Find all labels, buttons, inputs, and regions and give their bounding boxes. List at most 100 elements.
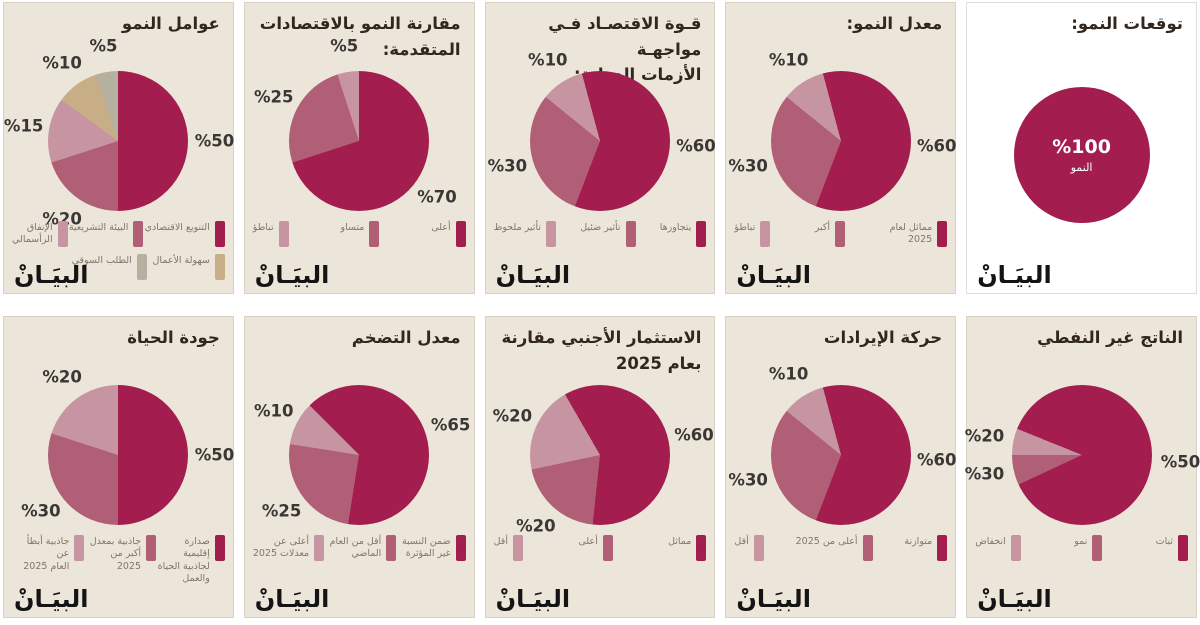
pie-percent-label: %65 <box>430 415 471 435</box>
legend-swatch <box>937 535 948 561</box>
legend-item: متساو <box>340 221 380 247</box>
pie-center-value: %100 <box>1052 136 1111 158</box>
pie-percent-label: %60 <box>917 136 957 156</box>
legend-item: أعلى <box>578 535 613 561</box>
pie-percent-label: %10 <box>528 50 568 70</box>
legend-label: جاذبية أبطأ عن العام 2025 <box>23 536 70 572</box>
pie-percent-label: %20 <box>42 209 82 229</box>
albayan-logo: البيَـانْ <box>14 585 89 613</box>
legend-row: مماثل أعلى أقل <box>494 535 707 561</box>
legend-swatch <box>696 221 707 247</box>
pie-percent-label: %25 <box>254 87 294 107</box>
legend-swatch <box>513 535 523 561</box>
pie-center-label: %100 النمو <box>1014 87 1150 223</box>
albayan-logo: البيَـانْ <box>977 585 1052 613</box>
legend-label: أعلى عن معدلات 2025 <box>252 536 310 560</box>
legend-row: أعلى متساو تباطؤ <box>253 221 466 247</box>
legend-row: سهولة الأعمال الطلب السوقي <box>72 254 225 280</box>
legend-swatch <box>862 535 873 561</box>
legend-item: يتجاوزها <box>660 221 707 247</box>
panel-growth-rate: معدل النمو: %60 %30 %10 مماثل لعام 2025 أكبر ت… <box>725 2 957 294</box>
legend: ثبات نمو انخفاض <box>975 535 1188 568</box>
legend-swatch <box>369 221 380 247</box>
legend-swatch <box>133 221 144 247</box>
legend-label: أقل <box>734 536 749 547</box>
pie-chart <box>529 71 670 211</box>
legend-swatch <box>214 221 225 247</box>
albayan-logo: البيَـانْ <box>736 261 811 289</box>
legend-label: سهولة الأعمال <box>152 255 210 266</box>
legend-row: يتجاوزها تأثير ضئيل تأثير ملحوظ <box>494 221 707 247</box>
legend-swatch <box>937 221 948 247</box>
pie-percent-label: %25 <box>261 501 302 521</box>
chart-title: معدل التضخم <box>351 328 461 347</box>
pie-percent-label: %15 <box>3 116 44 136</box>
pie-percent-label: %60 <box>674 425 714 445</box>
legend-item: نمو <box>1074 535 1103 561</box>
pie-percent-label: %10 <box>768 50 809 70</box>
legend-swatch <box>625 221 636 247</box>
legend-label: انخفاض <box>975 536 1006 547</box>
pie-percent-label: %20 <box>516 516 556 536</box>
legend-label: أعلى <box>578 536 598 547</box>
legend-label: جاذبية بمعدل أكبر من 2025 <box>89 536 141 572</box>
chart-title: مقارنة النمو بالاقتصادات المتقدمة: <box>259 14 461 59</box>
chart-title: حركة الإيرادات <box>823 328 943 347</box>
legend-swatch <box>1092 535 1103 561</box>
legend: مماثل أعلى أقل <box>494 535 707 568</box>
legend-label: تأثير ملحوظ <box>493 222 541 233</box>
chart-title: معدل النمو: <box>846 14 943 33</box>
pie-chart <box>529 385 670 525</box>
legend-swatch <box>278 221 289 247</box>
legend-swatch <box>455 221 466 247</box>
pie-percent-label: %50 <box>194 131 235 151</box>
legend-item: انخفاض <box>975 535 1021 561</box>
albayan-logo: البيَـانْ <box>495 261 571 289</box>
legend-item: جاذبية بمعدل أكبر من 2025 <box>84 535 156 585</box>
legend-label: متساو <box>340 222 365 233</box>
pie-chart <box>289 71 430 211</box>
legend: متوازنة أعلى من 2025 أقل <box>734 535 948 568</box>
albayan-logo: البيَـانْ <box>254 261 330 289</box>
legend-label: الطلب السوقي <box>71 255 132 266</box>
legend: مماثل لعام 2025 أكبر تباطؤ <box>734 221 948 254</box>
legend-item: أكبر <box>814 221 846 247</box>
legend-item: تأثير ضئيل <box>580 221 636 247</box>
pie-chart <box>289 385 430 525</box>
pie-percent-label: %20 <box>42 367 82 387</box>
legend-swatch <box>760 221 771 247</box>
pie-chart: %100 النمو <box>1013 87 1150 223</box>
legend-swatch <box>753 535 764 561</box>
legend-item: أقل من العام الماضي <box>330 535 397 561</box>
legend-item: التنويع الاقتصادي <box>145 221 225 247</box>
legend-label: مماثل لعام 2025 <box>889 222 933 246</box>
legend-label: نمو <box>1074 536 1088 547</box>
pie-percent-label: %10 <box>42 53 82 73</box>
legend-item: تباطؤ <box>253 221 289 247</box>
legend-item: مماثل لعام 2025 <box>890 221 948 247</box>
legend-item: أعلى من 2025 <box>796 535 873 561</box>
legend-row: صدارة إقليمية لجاذبية الحياة والعمل جاذبي… <box>12 535 225 585</box>
legend-swatch <box>1178 535 1188 561</box>
legend-item: أعلى <box>431 221 466 247</box>
pie-percent-label: %5 <box>330 36 359 56</box>
pie-percent-label: %20 <box>492 406 533 426</box>
legend-swatch <box>1010 535 1021 561</box>
legend-label: تباطؤ <box>734 222 756 233</box>
legend-swatch <box>74 535 85 561</box>
panel-growth-forecast: توقعات النمو: %100 النمو البيَـانْ <box>966 2 1197 294</box>
legend-label: أكبر <box>814 222 831 233</box>
legend-label: متوازنة <box>904 536 933 547</box>
panel-economy-strength: قـوة الاقتصـاد فـي مواجهـة الأزمات الدول… <box>484 2 716 294</box>
legend-swatch <box>57 221 68 247</box>
legend-label: مماثل <box>668 536 692 547</box>
albayan-logo: البيَـانْ <box>14 261 89 289</box>
pie-chart <box>770 385 911 525</box>
legend-label: البيئة التشريعية <box>68 222 129 233</box>
legend-label: صدارة إقليمية لجاذبية الحياة والعمل <box>157 536 210 585</box>
pie-percent-label: %30 <box>487 156 528 176</box>
panel-revenue-movement: حركة الإيرادات %60 %30 %10 متوازنة أعلى من 20… <box>725 316 957 618</box>
panel-foreign-investment: الاستثمار الأجنبي مقارنة بعام 2025 %60 %20… <box>484 316 716 618</box>
legend-label: ضمن النسبة غير المؤثرة <box>401 536 451 560</box>
